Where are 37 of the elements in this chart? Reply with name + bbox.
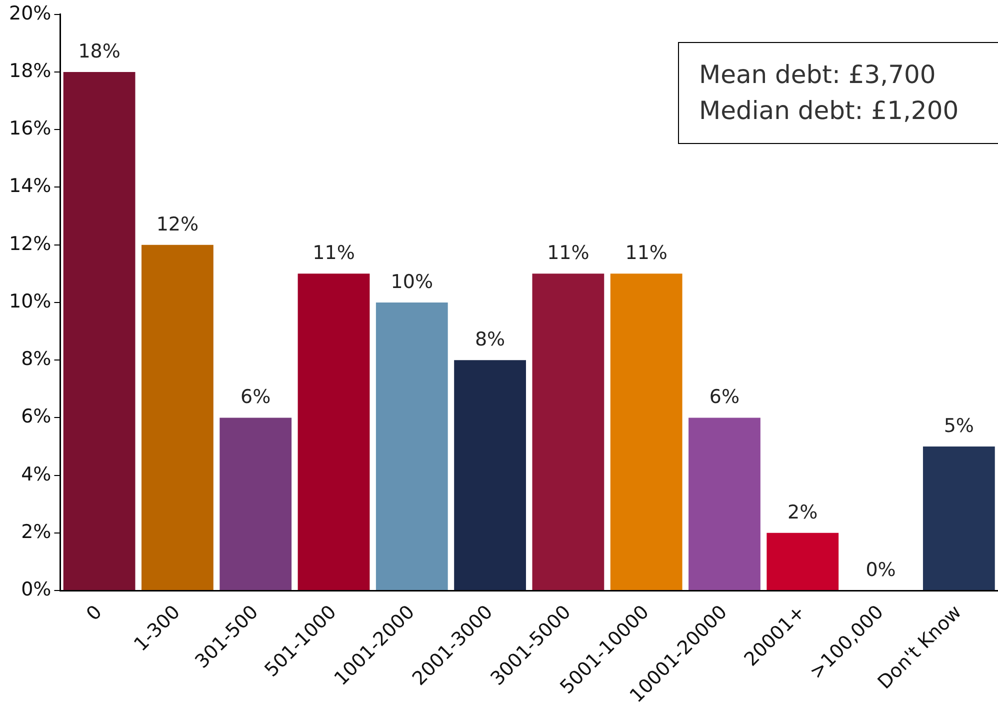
data-label: 11% bbox=[625, 242, 668, 264]
y-tick-label: 16% bbox=[8, 118, 52, 140]
bar bbox=[610, 274, 682, 590]
bar bbox=[220, 418, 292, 590]
bar bbox=[63, 72, 136, 590]
y-tick-label: 2% bbox=[21, 520, 52, 543]
data-label: 11% bbox=[547, 242, 590, 264]
data-label: 10% bbox=[390, 270, 434, 293]
bar bbox=[298, 274, 370, 590]
data-label: 12% bbox=[156, 213, 199, 236]
data-label: 0% bbox=[866, 558, 896, 581]
y-tick-label: 8% bbox=[21, 348, 52, 370]
data-label: 8% bbox=[474, 328, 506, 351]
bar bbox=[532, 274, 604, 590]
data-label: 6% bbox=[709, 386, 740, 408]
data-label: 11% bbox=[312, 242, 355, 264]
bar bbox=[688, 418, 760, 590]
y-tick-label: 20% bbox=[8, 2, 52, 24]
y-tick-label: 10% bbox=[8, 290, 52, 312]
bar bbox=[766, 532, 839, 590]
annotation: Mean debt: £3,700 bbox=[699, 59, 937, 91]
annotation: Median debt: £1,200 bbox=[699, 95, 960, 127]
data-label: 18% bbox=[78, 40, 120, 62]
y-tick-label: 4% bbox=[21, 463, 52, 486]
data-label: 6% bbox=[240, 386, 271, 408]
y-tick-label: 6% bbox=[21, 406, 52, 428]
bar bbox=[376, 302, 448, 590]
bar bbox=[142, 244, 214, 590]
bar bbox=[922, 446, 995, 590]
bar bbox=[454, 360, 526, 590]
x-tick-label: 0 bbox=[82, 601, 106, 626]
y-tick-label: 14% bbox=[8, 175, 52, 198]
y-tick-label: 0% bbox=[21, 578, 52, 600]
data-label: 2% bbox=[788, 501, 818, 524]
y-tick-label: 18% bbox=[8, 60, 52, 82]
y-tick-label: 12% bbox=[8, 232, 52, 255]
data-label: 5% bbox=[944, 414, 974, 437]
